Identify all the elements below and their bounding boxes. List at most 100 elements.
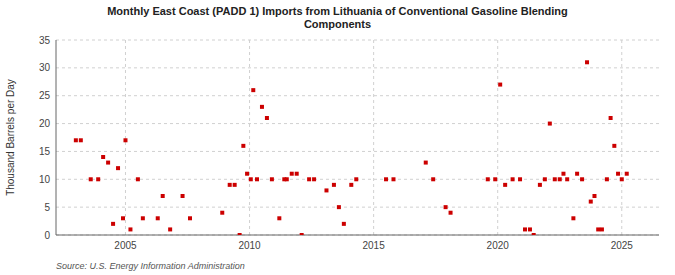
- y-grid-line: [56, 235, 659, 236]
- x-tick-label: 2010: [238, 240, 261, 251]
- point: [106, 161, 110, 165]
- point: [349, 183, 353, 187]
- point: [596, 227, 600, 231]
- point: [493, 177, 497, 181]
- y-grid-line: [56, 67, 659, 68]
- y-tick-label: 20: [39, 118, 51, 129]
- point: [260, 105, 264, 109]
- point: [486, 177, 490, 181]
- point: [616, 172, 620, 176]
- y-tick-label: 5: [44, 202, 50, 213]
- point: [342, 222, 346, 226]
- point: [220, 211, 224, 215]
- y-axis-label: Thousand Barrels per Day: [5, 79, 16, 196]
- point: [553, 177, 557, 181]
- title-line: Components: [304, 18, 371, 30]
- point: [337, 205, 341, 209]
- point: [161, 194, 165, 198]
- x-grid-line: [373, 40, 374, 235]
- point: [532, 233, 536, 235]
- y-grid-line: [56, 207, 659, 208]
- point: [270, 177, 274, 181]
- point: [558, 177, 562, 181]
- x-grid-line: [249, 40, 250, 235]
- x-grid-line: [621, 40, 622, 235]
- point: [290, 172, 294, 176]
- point: [571, 216, 575, 220]
- title-line: Monthly East Coast (PADD 1) Imports from…: [107, 5, 568, 17]
- point: [228, 183, 232, 187]
- point: [625, 172, 629, 176]
- point: [295, 172, 299, 176]
- point: [136, 177, 140, 181]
- x-tick-label: 2020: [487, 240, 510, 251]
- point: [503, 183, 507, 187]
- x-grid-line: [497, 40, 498, 235]
- y-grid-line: [56, 151, 659, 152]
- point: [128, 227, 132, 231]
- point: [565, 177, 569, 181]
- point: [101, 155, 105, 159]
- point: [111, 222, 115, 226]
- title: Monthly East Coast (PADD 1) Imports from…: [107, 5, 568, 30]
- point: [444, 205, 448, 209]
- point: [431, 177, 435, 181]
- x-grid-line: [125, 40, 126, 235]
- point: [121, 216, 125, 220]
- point: [312, 177, 316, 181]
- point: [612, 144, 616, 148]
- point: [424, 161, 428, 165]
- x-tick-label: 2025: [611, 240, 634, 251]
- point: [307, 177, 311, 181]
- point: [156, 216, 160, 220]
- point: [620, 177, 624, 181]
- point: [528, 227, 532, 231]
- point: [277, 216, 281, 220]
- point: [592, 194, 596, 198]
- point: [238, 233, 242, 235]
- point: [241, 144, 245, 148]
- point: [233, 183, 237, 187]
- annotation: Source: U.S. Energy Information Administ…: [56, 261, 245, 271]
- point: [89, 177, 93, 181]
- point: [168, 227, 172, 231]
- point: [141, 216, 145, 220]
- point: [181, 194, 185, 198]
- point: [585, 60, 589, 64]
- y-grid-line: [56, 40, 659, 41]
- point: [251, 88, 255, 92]
- y-axis-line: [56, 40, 57, 235]
- point: [354, 177, 358, 181]
- point: [538, 183, 542, 187]
- point: [543, 177, 547, 181]
- x-axis-line: [56, 235, 659, 236]
- point: [523, 227, 527, 231]
- x-tick-label: 2015: [363, 240, 386, 251]
- point: [96, 177, 100, 181]
- point: [300, 233, 304, 235]
- y-grid-line: [56, 123, 659, 124]
- point: [609, 116, 613, 120]
- point: [255, 177, 259, 181]
- point: [79, 138, 83, 142]
- point: [605, 177, 609, 181]
- point: [285, 177, 289, 181]
- y-tick-label: 25: [39, 90, 51, 101]
- point: [518, 177, 522, 181]
- point: [498, 83, 502, 87]
- y-tick-label: 30: [39, 62, 51, 73]
- point: [123, 138, 127, 142]
- point: [265, 116, 269, 120]
- point: [575, 172, 579, 176]
- point: [384, 177, 388, 181]
- point: [561, 172, 565, 176]
- point: [600, 227, 604, 231]
- point: [245, 172, 249, 176]
- y-tick-label: 15: [39, 146, 51, 157]
- point: [74, 138, 78, 142]
- point: [449, 211, 453, 215]
- point: [580, 177, 584, 181]
- grid: [56, 40, 659, 235]
- point: [332, 183, 336, 187]
- point: [188, 216, 192, 220]
